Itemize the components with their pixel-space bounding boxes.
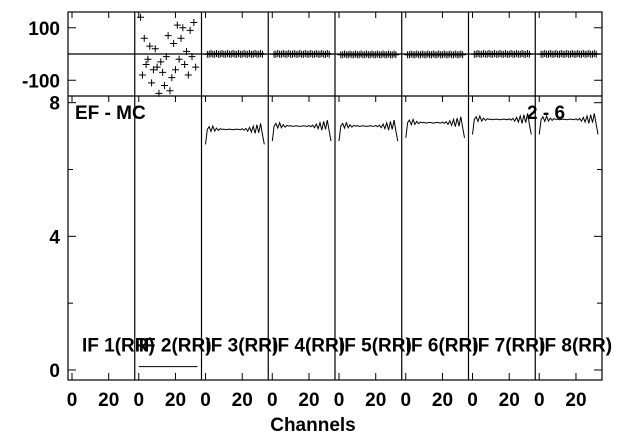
x-tick-label: 20 <box>432 390 453 411</box>
phase-point <box>192 63 200 71</box>
if-label: IF 7(RR) <box>473 336 546 357</box>
phase-point <box>186 26 194 34</box>
phase-markers <box>137 13 600 97</box>
x-tick-label: 0 <box>334 390 345 411</box>
amplitude-curve-if6 <box>405 116 465 138</box>
x-tick-label: 20 <box>98 390 119 411</box>
phase-point <box>182 47 190 55</box>
phase-point <box>159 68 167 76</box>
phase-point <box>153 63 161 71</box>
amplitude-curve-if5 <box>338 119 399 142</box>
x-tick-label: 20 <box>365 390 386 411</box>
phase-point <box>457 50 465 58</box>
phase-point <box>590 49 598 57</box>
if-label: IF 3(RR) <box>206 336 279 357</box>
phase-point <box>164 32 172 40</box>
if-label: IF 6(RR) <box>406 336 479 357</box>
if-label: IF 4(RR) <box>272 336 345 357</box>
phase-point <box>184 71 192 79</box>
x-tick-label: 0 <box>200 390 211 411</box>
x-tick-label: 20 <box>499 390 520 411</box>
phase-point <box>258 50 266 58</box>
x-tick-label: 20 <box>165 390 186 411</box>
phase-point <box>175 55 183 63</box>
phase-point <box>137 13 145 21</box>
phase-point <box>181 61 189 68</box>
amplitude-curve-if8 <box>538 113 599 135</box>
x-tick-label: 20 <box>298 390 319 411</box>
phase-point <box>171 66 179 74</box>
phase-y-tick-label: -100 <box>22 71 60 92</box>
phase-point <box>390 50 398 58</box>
phase-point <box>144 55 152 63</box>
phase-point <box>459 51 467 59</box>
phase-y-tick-label: 100 <box>28 19 60 40</box>
amplitude-curve-if4 <box>271 120 332 142</box>
phase-point <box>162 53 170 61</box>
phase-point <box>148 79 156 87</box>
phase-point <box>592 50 600 58</box>
phase-point <box>177 34 185 42</box>
annotation-baseline-left: EF - MC <box>75 103 146 124</box>
phase-point <box>524 49 532 57</box>
x-tick-label: 0 <box>67 390 78 411</box>
annotation-baseline-right: 2 - 6 <box>527 103 565 124</box>
phase-point <box>151 45 159 53</box>
if-label: IF 1(RR) <box>82 336 155 357</box>
phase-point <box>157 58 165 66</box>
x-tick-label: 20 <box>232 390 253 411</box>
amplitude-curves <box>138 113 599 368</box>
phase-point <box>323 49 331 57</box>
phase-point <box>188 53 196 61</box>
if-label: IF 2(RR) <box>139 336 212 357</box>
x-tick-label: 0 <box>467 390 478 411</box>
amp-y-tick-label: 8 <box>49 94 60 115</box>
amplitude-curve-if3 <box>205 123 265 145</box>
plot-frames <box>67 11 603 381</box>
if-label: IF 5(RR) <box>339 336 412 357</box>
amplitude-curve-if7 <box>472 113 532 135</box>
if-label: IF 8(RR) <box>539 336 612 357</box>
x-tick-label: 0 <box>267 390 278 411</box>
phase-point <box>173 21 181 29</box>
phase-point <box>325 50 333 58</box>
phase-point <box>179 24 187 32</box>
x-tick-label: 0 <box>400 390 411 411</box>
axis-ticks <box>68 12 602 380</box>
phase-point <box>257 49 265 57</box>
x-tick-label: 20 <box>565 390 586 411</box>
phase-point <box>140 34 148 42</box>
phase-point <box>525 50 533 58</box>
x-tick-label: 0 <box>534 390 545 411</box>
phase-point <box>190 19 198 26</box>
phase-point <box>392 51 400 59</box>
phase-point <box>142 61 150 68</box>
phase-point <box>166 87 174 95</box>
phase-point <box>138 71 146 79</box>
x-tick-label: 0 <box>133 390 144 411</box>
amp-y-tick-label: 0 <box>49 361 60 382</box>
phase-point <box>149 66 157 74</box>
amp-y-tick-label: 4 <box>49 227 60 248</box>
phase-point <box>155 89 163 97</box>
phase-point <box>160 82 168 89</box>
x-axis-label: Channels <box>270 415 356 434</box>
phase-point <box>146 42 154 50</box>
phase-point <box>168 74 176 82</box>
phase-point <box>170 40 178 47</box>
